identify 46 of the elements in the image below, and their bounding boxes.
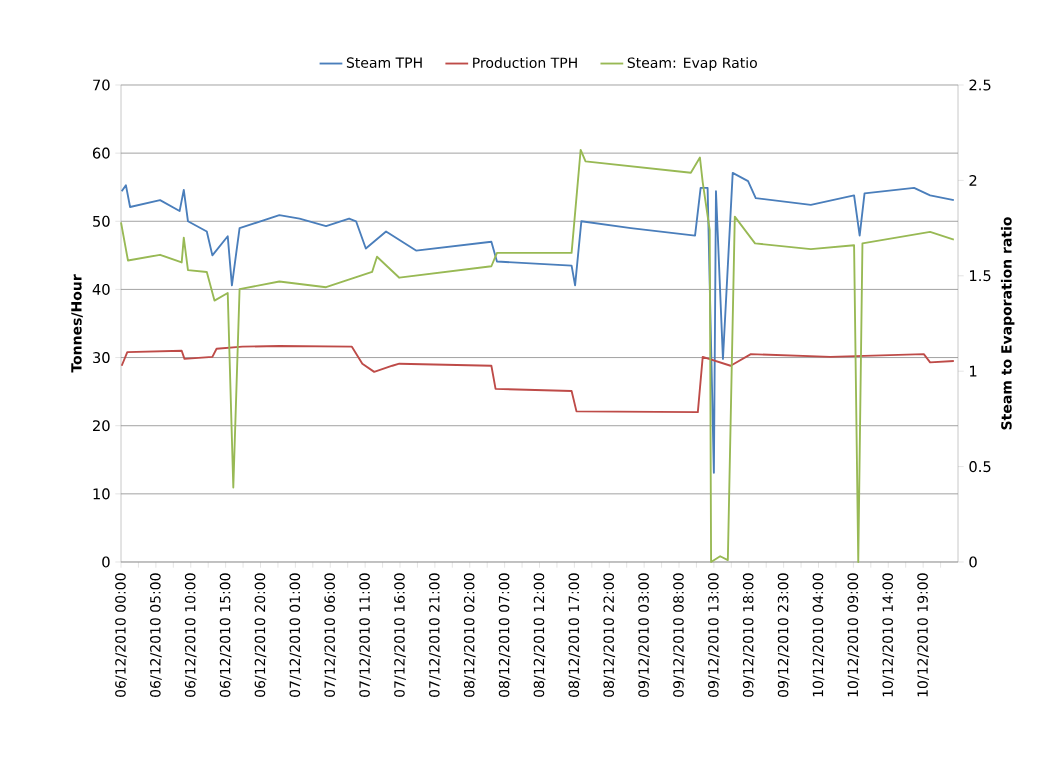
x-tick-label: 10/12/2010 14:00: [882, 573, 895, 697]
legend-label: Steam TPH: [346, 57, 422, 68]
x-tick-label: 06/12/2010 20:00: [254, 573, 267, 697]
x-tick-label: 07/12/2010 21:00: [429, 573, 441, 697]
y-tick-label: 20: [93, 420, 110, 432]
x-tick-label: 06/12/2010 15:00: [219, 573, 232, 697]
y2-tick-label: 2: [969, 174, 977, 186]
y-tick-label: 60: [92, 147, 110, 159]
x-tick-label: 07/12/2010 11:00: [359, 573, 371, 697]
x-tick-label: 07/12/2010 16:00: [394, 573, 406, 697]
y2-axis-title: Steam to Evaporation ratio: [1000, 217, 1015, 430]
legend-label: Steam: Evap Ratio: [627, 57, 757, 71]
y-tick-label: 0: [102, 556, 110, 568]
y-tick-label: 50: [93, 215, 110, 227]
x-tick-label: 07/12/2010 01:00: [289, 573, 302, 697]
line-series: [120, 148, 955, 563]
x-tick-label: 08/12/2010 07:00: [498, 573, 511, 697]
x-tick-label: 06/12/2010 00:00: [115, 573, 127, 697]
line-series: [120, 345, 955, 414]
y2-tick-label: 2.5: [969, 79, 991, 91]
x-tick-label: 08/12/2010 17:00: [568, 573, 581, 697]
y-tick-label: 30: [93, 352, 110, 364]
x-tick-label: 09/12/2010 08:00: [673, 573, 685, 697]
y2-tick-label: 1.5: [970, 270, 991, 282]
y2-tick-label: 1: [970, 365, 977, 377]
y-tick-label: 70: [93, 79, 110, 91]
y2-tick-label: 0.5: [969, 461, 991, 473]
x-tick-label: 07/12/2010 06:00: [324, 573, 337, 697]
y2-tick-label: 0: [969, 556, 977, 568]
x-tick-label: 09/12/2010 18:00: [742, 573, 755, 697]
x-tick-label: 09/12/2010 13:00: [708, 573, 720, 697]
legend-label: Production TPH: [473, 57, 577, 69]
line-series: [120, 171, 955, 474]
x-tick-label: 06/12/2010 05:00: [150, 573, 162, 697]
x-tick-label: 08/12/2010 12:00: [533, 573, 546, 697]
x-tick-label: 09/12/2010 23:00: [777, 573, 790, 697]
x-tick-label: 10/12/2010 09:00: [847, 573, 860, 697]
x-tick-label: 10/12/2010 04:00: [812, 573, 825, 697]
y-tick-label: 10: [93, 488, 110, 500]
x-tick-label: 09/12/2010 03:00: [638, 573, 650, 697]
y-tick-label: 40: [92, 283, 110, 295]
x-tick-label: 08/12/2010 02:00: [463, 573, 476, 697]
x-tick-label: 06/12/2010 10:00: [184, 573, 197, 697]
y-axis-title: Tonnes/Hour: [71, 274, 83, 373]
x-tick-label: 08/12/2010 22:00: [603, 573, 616, 697]
x-tick-label: 10/12/2010 19:00: [917, 573, 929, 697]
